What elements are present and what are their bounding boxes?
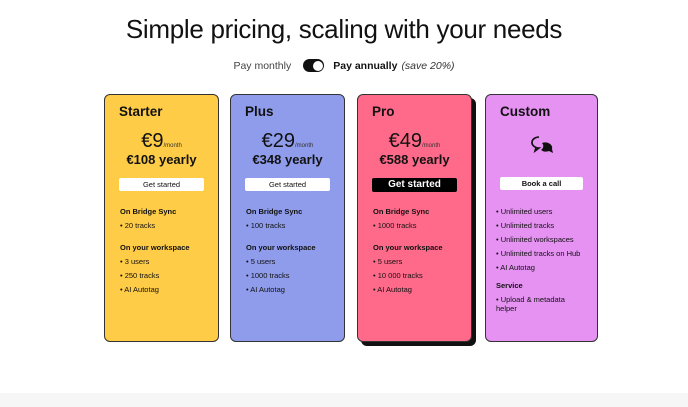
chat-bubbles-icon — [486, 135, 597, 162]
feature-item: AI Autotag — [246, 285, 334, 294]
save-note: (save 20%) — [401, 59, 455, 72]
feature-heading: On Bridge Sync — [246, 207, 303, 216]
page-title: Simple pricing, scaling with your needs — [125, 14, 563, 44]
feature-heading: On Bridge Sync — [120, 207, 177, 216]
plan-card-plus: Plus €29/month €348 yearly Get started On… — [230, 94, 345, 342]
feature-item: AI Autotag — [373, 285, 461, 294]
get-started-button[interactable]: Get started — [245, 178, 330, 191]
feature-item: 1000 tracks — [246, 271, 334, 280]
price-value: €49 — [388, 130, 423, 152]
price-value: €29 — [261, 130, 296, 152]
feature-item: 1000 tracks — [373, 221, 461, 230]
feature-item: Unlimited tracks — [496, 221, 587, 230]
feature-item: 3 users — [120, 257, 208, 266]
yearly-price: €108 yearly — [126, 152, 197, 167]
get-started-button[interactable]: Get started — [119, 178, 204, 191]
feature-item: 100 tracks — [246, 221, 334, 230]
feature-item: Unlimited tracks on Hub — [496, 249, 587, 258]
plan-card-pro: Pro €49/month €588 yearly Get started On … — [357, 94, 472, 342]
feature-list: On Bridge Sync 20 tracks On your workspa… — [120, 207, 208, 299]
feature-item: AI Autotag — [120, 285, 208, 294]
plan-card-starter: Starter €9/month €108 yearly Get started … — [104, 94, 219, 342]
feature-item: 20 tracks — [120, 221, 208, 230]
plan-card-custom: Custom Book a call Unlimited usersUnlimi… — [485, 94, 598, 342]
feature-item: Upload & metadata helper — [496, 295, 587, 313]
feature-list: On Bridge Sync 1000 tracks On your works… — [373, 207, 461, 299]
footer-strip — [0, 393, 688, 407]
feature-heading: On your workspace — [246, 243, 316, 252]
plan-name: Pro — [372, 104, 395, 119]
get-started-button[interactable]: Get started — [372, 178, 457, 192]
feature-item: 5 users — [246, 257, 334, 266]
pay-monthly-label[interactable]: Pay monthly — [233, 59, 292, 72]
yearly-price: €588 yearly — [379, 152, 450, 167]
billing-toggle-row: Pay monthly Pay annually (save 20%) — [0, 59, 688, 72]
feature-item: Unlimited users — [496, 207, 587, 216]
feature-list: On Bridge Sync 100 tracks On your worksp… — [246, 207, 334, 299]
feature-item: 5 users — [373, 257, 461, 266]
billing-toggle[interactable] — [303, 59, 325, 72]
book-a-call-button[interactable]: Book a call — [500, 177, 583, 190]
feature-heading: On your workspace — [120, 243, 190, 252]
plan-name: Starter — [119, 104, 163, 119]
feature-heading: On Bridge Sync — [373, 207, 430, 216]
feature-heading: On your workspace — [373, 243, 443, 252]
price-period: /month — [163, 143, 182, 149]
feature-item: 10 000 tracks — [373, 271, 461, 280]
plan-name: Plus — [245, 104, 274, 119]
price-period: /month — [295, 143, 314, 149]
price-value: €9 — [141, 130, 164, 152]
plan-price: €29/month — [231, 130, 344, 153]
feature-heading: Service — [496, 281, 523, 290]
feature-item: 250 tracks — [120, 271, 208, 280]
plan-price: €49/month — [358, 130, 471, 153]
pay-annually-label[interactable]: Pay annually — [333, 59, 398, 72]
yearly-price: €348 yearly — [252, 152, 323, 167]
price-period: /month — [422, 143, 441, 149]
feature-item: Unlimited workspaces — [496, 235, 587, 244]
feature-list: Unlimited users Unlimited tracks Unlimited… — [496, 207, 587, 318]
plan-name: Custom — [500, 104, 551, 119]
plan-price: €9/month — [105, 130, 218, 153]
feature-item: AI Autotag — [496, 263, 587, 272]
